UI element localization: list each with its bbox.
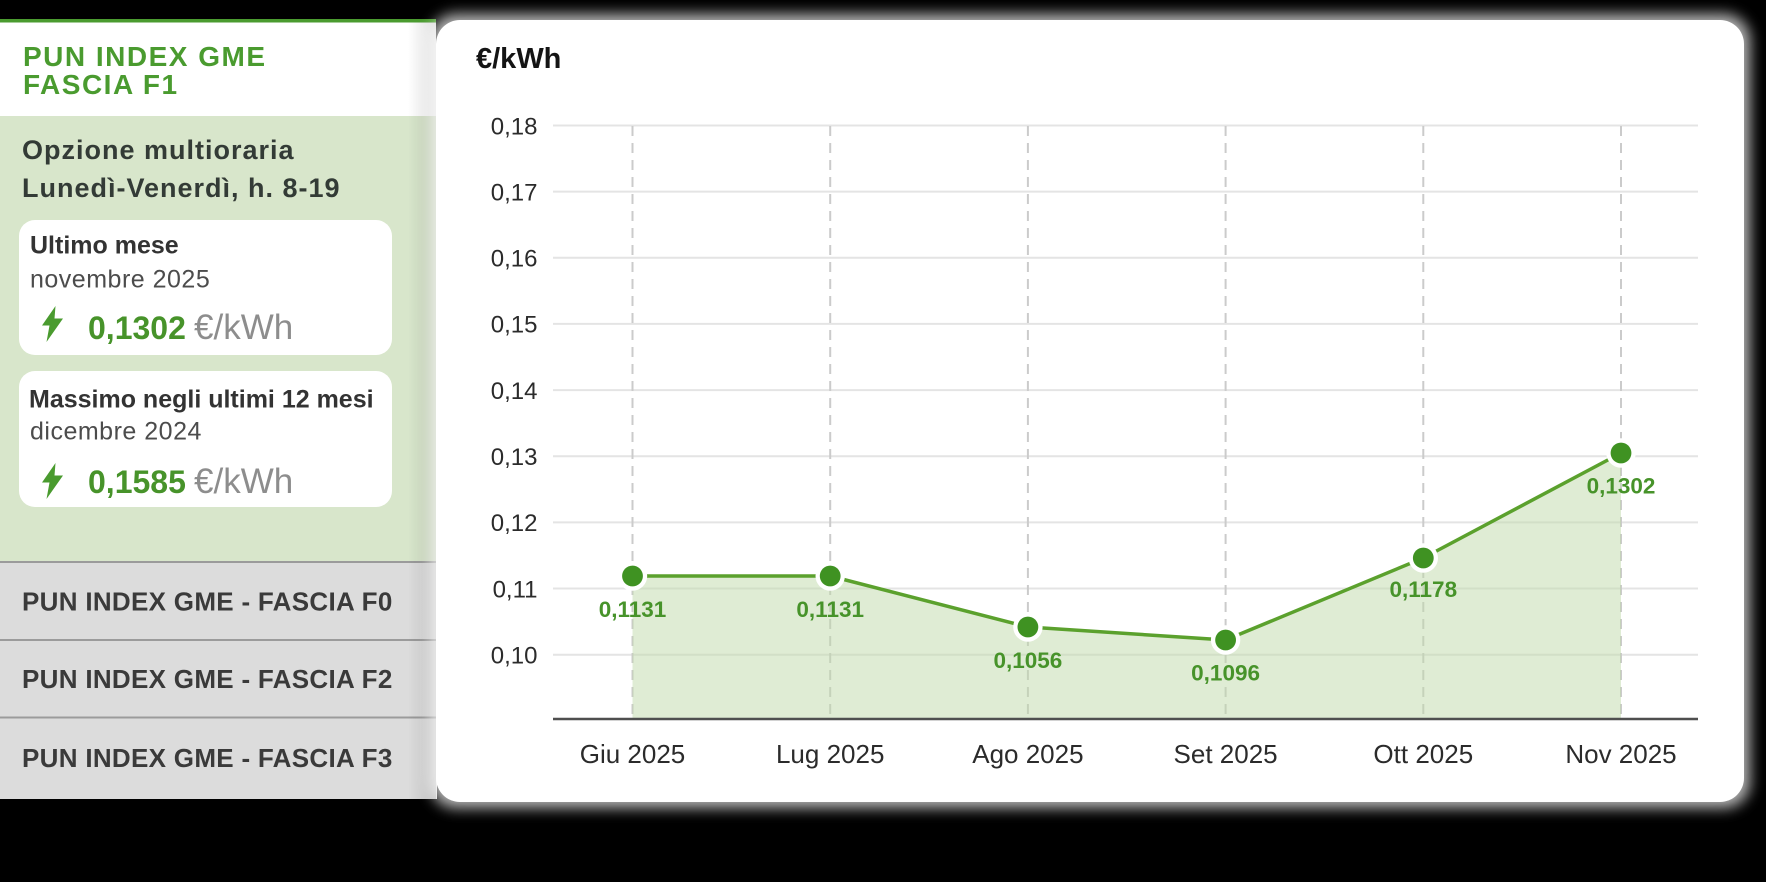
svg-text:dicembre 2024: dicembre 2024 (30, 418, 202, 446)
svg-text:0,1096: 0,1096 (1191, 661, 1260, 686)
svg-text:€/kWh: €/kWh (476, 43, 561, 75)
svg-text:0,13: 0,13 (491, 444, 538, 471)
svg-text:PUN INDEX GME - FASCIA F3: PUN INDEX GME - FASCIA F3 (22, 743, 393, 773)
svg-text:Lug 2025: Lug 2025 (776, 739, 884, 769)
svg-text:Giu 2025: Giu 2025 (580, 739, 686, 769)
svg-text:0,11: 0,11 (493, 576, 538, 603)
svg-text:€/kWh: €/kWh (194, 462, 293, 501)
svg-text:Ago 2025: Ago 2025 (972, 739, 1083, 769)
svg-text:PUN INDEX GME: PUN INDEX GME (23, 41, 267, 72)
svg-text:Lunedì-Venerdì, h. 8-19: Lunedì-Venerdì, h. 8-19 (22, 173, 341, 203)
svg-text:0,10: 0,10 (491, 643, 538, 670)
svg-text:0,12: 0,12 (491, 510, 538, 537)
svg-text:Nov 2025: Nov 2025 (1565, 739, 1676, 769)
svg-text:Set 2025: Set 2025 (1174, 739, 1278, 769)
svg-text:0,1585: 0,1585 (88, 464, 186, 500)
svg-text:PUN INDEX GME - FASCIA F2: PUN INDEX GME - FASCIA F2 (22, 664, 393, 694)
svg-text:Opzione multioraria: Opzione multioraria (22, 135, 295, 165)
svg-text:Massimo negli ultimi 12 mesi: Massimo negli ultimi 12 mesi (29, 386, 374, 414)
svg-text:0,17: 0,17 (491, 179, 538, 206)
svg-text:FASCIA F1: FASCIA F1 (23, 69, 179, 100)
svg-text:0,1131: 0,1131 (796, 597, 864, 622)
svg-text:0,14: 0,14 (491, 378, 538, 405)
svg-text:0,1131: 0,1131 (599, 597, 667, 622)
svg-text:novembre 2025: novembre 2025 (30, 266, 210, 294)
svg-text:0,18: 0,18 (491, 113, 538, 140)
svg-text:Ott 2025: Ott 2025 (1373, 739, 1473, 769)
svg-text:Ultimo mese: Ultimo mese (30, 232, 179, 260)
svg-text:0,16: 0,16 (491, 246, 538, 273)
svg-text:0,1178: 0,1178 (1390, 577, 1458, 602)
svg-text:PUN INDEX GME - FASCIA F0: PUN INDEX GME - FASCIA F0 (22, 587, 393, 617)
svg-text:0,1056: 0,1056 (993, 648, 1062, 673)
svg-text:0,15: 0,15 (491, 312, 538, 339)
svg-text:0,1302: 0,1302 (1587, 474, 1656, 499)
svg-text:0,1302: 0,1302 (88, 310, 186, 346)
svg-text:€/kWh: €/kWh (194, 308, 293, 347)
